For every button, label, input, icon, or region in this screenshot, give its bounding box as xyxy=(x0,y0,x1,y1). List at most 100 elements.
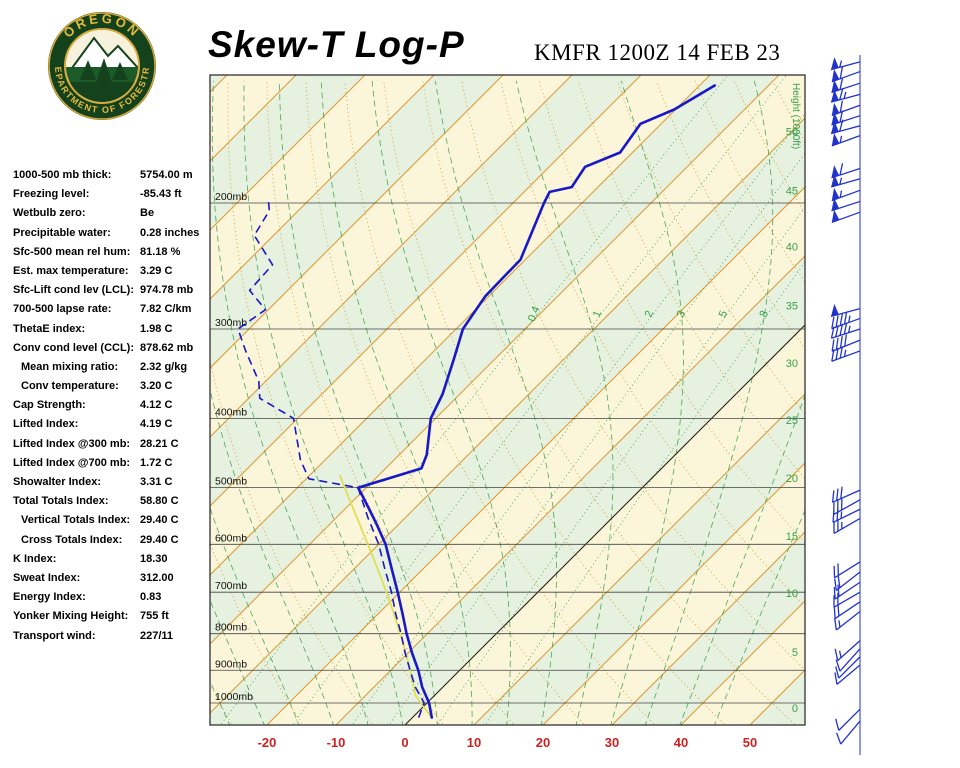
index-row: Sweat Index: 312.00 xyxy=(13,569,213,588)
isotherm-line xyxy=(335,255,805,725)
index-label: Cap Strength: xyxy=(13,399,86,412)
wind-barb xyxy=(830,57,861,71)
index-value: 4.12 C xyxy=(140,399,173,412)
dry-adiabat-line xyxy=(56,81,163,727)
index-value: 0.83 xyxy=(140,591,162,604)
index-row: Cap Strength: 4.12 C xyxy=(13,396,213,415)
index-label: Yonker Mixing Height: xyxy=(13,610,129,623)
wind-barb xyxy=(834,640,861,662)
temp-axis-label: -10 xyxy=(327,735,346,750)
temp-axis-label: 30 xyxy=(605,735,619,750)
wind-barb xyxy=(831,66,861,83)
plot-border xyxy=(209,74,806,726)
height-tick-label: 35 xyxy=(786,300,798,312)
index-row: Total Totals Index: 58.80 C xyxy=(13,492,213,511)
temp-axis-label: -20 xyxy=(258,735,277,750)
index-row: 1000-500 mb thick: 5754.00 m xyxy=(13,166,213,185)
pressure-label: 1000mb xyxy=(215,691,253,703)
index-label: Lifted Index @700 mb: xyxy=(13,456,131,469)
wind-barb xyxy=(831,187,861,202)
wind-barb xyxy=(833,517,861,534)
moist-adiabat-line xyxy=(610,80,684,725)
index-value: 3.29 C xyxy=(140,264,173,277)
wind-barb xyxy=(831,77,861,94)
mixing-ratio-line xyxy=(484,261,805,725)
index-value: 878.62 mb xyxy=(140,341,194,354)
index-value: 4.19 C xyxy=(140,418,173,431)
isotherm-line xyxy=(210,75,573,438)
moist-adiabat-line xyxy=(211,80,369,725)
station-datetime: KMFR 1200Z 14 FEB 23 xyxy=(534,40,781,65)
wind-barb xyxy=(831,312,861,330)
index-value: 974.78 mb xyxy=(140,284,194,297)
index-value: 0.28 inches xyxy=(140,226,200,239)
moist-adiabat-line xyxy=(713,509,805,725)
dewpoint-trace xyxy=(237,199,426,718)
mixing-ratio-label: 2 xyxy=(643,309,656,319)
dry-adiabat-line xyxy=(461,80,805,671)
temp-axis-label: 0 xyxy=(401,735,408,750)
index-row: Est. max temperature: 3.29 C xyxy=(13,262,213,281)
height-axis-title: Height (1000ft) xyxy=(790,83,801,149)
isotherm-line xyxy=(0,75,158,725)
wind-barb xyxy=(835,648,861,672)
index-row: Lifted Index @300 mb: 28.21 C xyxy=(13,435,213,454)
pressure-label: 500mb xyxy=(215,476,247,488)
temp-band xyxy=(210,75,805,713)
index-value: 227/11 xyxy=(140,629,174,642)
isotherm-line xyxy=(210,75,366,231)
index-label: K Index: xyxy=(13,552,57,565)
isotherm-line xyxy=(210,117,805,714)
index-label: 700-500 lapse rate: xyxy=(13,303,112,316)
page-title: Skew-T Log-P xyxy=(208,24,465,65)
mixing-ratio-label: 1 xyxy=(591,309,604,319)
dry-adiabat-line xyxy=(227,80,445,725)
index-row: Precipitable water: 0.28 inches xyxy=(13,224,213,243)
index-label: Est. max temperature: xyxy=(13,264,129,277)
isotherm-line xyxy=(680,600,805,725)
pressure-label: 900mb xyxy=(215,658,247,670)
index-row: 700-500 lapse rate: 7.82 C/km xyxy=(13,300,213,319)
zero-isotherm-line xyxy=(404,324,805,725)
index-row: Freezing level: -85.43 ft xyxy=(13,185,213,204)
index-label: Wetbulb zero: xyxy=(13,207,86,220)
index-value: 28.21 C xyxy=(140,437,179,450)
index-row: K Index: 18.30 xyxy=(13,550,213,569)
wind-barb xyxy=(833,561,861,579)
isotherm-line xyxy=(611,531,805,725)
index-label: Lifted Index @300 mb: xyxy=(13,437,131,450)
index-value: 58.80 C xyxy=(140,495,179,508)
mixing-ratio-label: 8 xyxy=(758,309,771,319)
index-value: 7.82 C/km xyxy=(140,303,192,316)
moist-adiabat-line xyxy=(644,80,774,725)
height-tick-label: 30 xyxy=(786,358,798,370)
index-label: Cross Totals Index: xyxy=(21,533,123,546)
wind-barb xyxy=(834,664,861,685)
height-tick-label: 40 xyxy=(786,241,798,253)
wind-barb xyxy=(831,163,861,179)
index-row: Transport wind: 227/11 xyxy=(13,627,213,646)
dry-adiabat-line xyxy=(305,80,585,725)
wind-barb xyxy=(835,656,861,679)
wind-barb xyxy=(830,88,861,103)
wind-barb xyxy=(836,720,861,745)
temperature-trace xyxy=(356,84,717,719)
dry-adiabat-line xyxy=(383,80,726,725)
pressure-label: 600mb xyxy=(215,532,247,544)
temp-band xyxy=(210,75,227,92)
index-row: Vertical Totals Index: 29.40 C xyxy=(13,511,213,530)
odf-logo-icon: OREGON DEPARTMENT OF FORESTRY xyxy=(42,2,156,120)
temp-axis-label: 10 xyxy=(467,735,481,750)
index-value: 29.40 C xyxy=(140,533,179,546)
moist-adiabat-line xyxy=(435,80,557,725)
moist-adiabat-line xyxy=(515,80,614,725)
index-row: Showalter Index: 3.31 C xyxy=(13,473,213,492)
index-value: 755 ft xyxy=(140,610,169,623)
index-row: Lifted Index @700 mb: 1.72 C xyxy=(13,454,213,473)
mixing-ratio-label: 0.4 xyxy=(526,305,543,324)
wind-barb xyxy=(831,486,861,503)
wind-barb xyxy=(835,708,861,731)
index-value: -85.43 ft xyxy=(140,188,182,201)
index-value: 2.32 g/kg xyxy=(140,360,188,373)
index-value: Be xyxy=(140,207,155,220)
